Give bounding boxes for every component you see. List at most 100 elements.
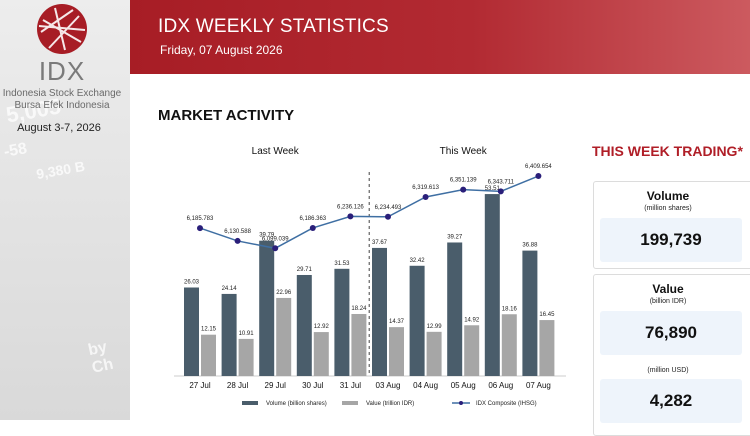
- value-card: Value (billion IDR) 76,890 (million USD)…: [593, 274, 750, 436]
- ihsg-data-label: 6,351.139: [450, 178, 477, 184]
- value-bar: [351, 313, 367, 376]
- ihsg-point: [309, 224, 316, 231]
- x-tick-label: 03 Aug: [376, 381, 401, 390]
- x-tick-label: 28 Jul: [227, 381, 249, 390]
- x-tick-label: 07 Aug: [526, 381, 551, 390]
- volume-data-label: 26.03: [184, 279, 200, 285]
- ihsg-line: [199, 175, 539, 250]
- section-title: MARKET ACTIVITY: [158, 107, 295, 124]
- background-ticker: 9,380 B: [34, 157, 87, 183]
- report-date: Friday, 07 August 2026: [160, 43, 283, 57]
- volume-bar: [221, 293, 237, 376]
- page-title: IDX WEEKLY STATISTICS: [158, 16, 389, 37]
- x-tick-label: 29 Jul: [265, 381, 287, 390]
- ihsg-point: [197, 225, 203, 232]
- value-bar: [313, 332, 329, 376]
- value-bar: [464, 325, 480, 376]
- ihsg-data-label: 6,319.613: [412, 185, 439, 191]
- value-data-label: 18.24: [351, 306, 367, 312]
- volume-data-label: 31.53: [334, 261, 350, 267]
- logo-subtitle-indonesian: Bursa Efek Indonesia: [14, 100, 110, 111]
- value-data-label: 12.92: [314, 324, 330, 330]
- background-ticker: -58: [2, 140, 29, 161]
- logo-subtitle-english: Indonesia Stock Exchange: [2, 88, 122, 99]
- volume-data-label: 29.71: [297, 267, 313, 273]
- x-tick-label: 27 Jul: [189, 381, 211, 390]
- volume-data-label: 37.67: [372, 240, 388, 246]
- value-idr: 76,890: [600, 311, 742, 355]
- volume-data-label: 32.42: [410, 258, 426, 264]
- volume-data-label: 36.88: [522, 243, 538, 249]
- value-data-label: 14.37: [389, 319, 405, 325]
- value-bar: [238, 338, 254, 376]
- sidebar: 5,005 -58 9,380 B by Ch IDX Indonesia St…: [0, 0, 130, 420]
- volume-data-label: 53.51: [485, 186, 501, 192]
- volume-bar: [259, 240, 275, 376]
- ihsg-point: [535, 173, 542, 180]
- ihsg-data-label: 6,236.126: [337, 204, 364, 210]
- ihsg-data-label: 6,185.783: [187, 216, 214, 222]
- x-tick-label: 31 Jul: [340, 381, 362, 390]
- ihsg-data-label: 6,343.711: [488, 179, 515, 185]
- legend-value-label: Value (trillion IDR): [366, 401, 414, 407]
- legend-volume-swatch: [242, 401, 258, 405]
- volume-card: Volume (million shares) 199,739: [593, 181, 750, 269]
- volume-bar: [409, 265, 425, 376]
- legend-value-swatch: [342, 401, 358, 405]
- volume-bar: [296, 274, 312, 376]
- value-bar: [426, 331, 442, 376]
- volume-value: 199,739: [600, 218, 742, 262]
- value-bar: [276, 297, 292, 376]
- ihsg-data-label: 6,186.363: [299, 216, 326, 222]
- ihsg-data-label: 6,099.039: [262, 236, 289, 242]
- value-usd: 4,282: [600, 379, 742, 423]
- value-data-label: 22.96: [276, 290, 292, 296]
- ihsg-point: [272, 245, 279, 252]
- ihsg-point: [385, 213, 391, 220]
- legend-volume-label: Volume (billion shares): [266, 401, 327, 407]
- volume-data-label: 24.14: [222, 286, 238, 292]
- this-week-title: THIS WEEK TRADING*: [592, 143, 743, 159]
- value-data-label: 18.16: [502, 306, 518, 312]
- ihsg-point: [460, 186, 467, 193]
- ihsg-data-label: 6,234.493: [375, 205, 402, 211]
- x-tick-label: 06 Aug: [488, 381, 513, 390]
- logo-text: IDX: [38, 56, 86, 86]
- volume-data-label: 39.79: [259, 233, 275, 239]
- ihsg-point: [497, 188, 504, 195]
- volume-bar: [484, 194, 500, 376]
- volume-label: Volume: [646, 189, 690, 203]
- x-tick-label: 30 Jul: [302, 381, 324, 390]
- ihsg-data-label: 6,409.654: [525, 164, 552, 170]
- ihsg-point: [347, 213, 354, 220]
- value-data-label: 16.45: [539, 312, 555, 318]
- volume-bar: [372, 247, 387, 376]
- legend-ihsg-marker: [459, 401, 463, 405]
- background-ticker: by Ch: [86, 338, 115, 377]
- value-data-label: 14.92: [464, 317, 480, 323]
- date-range: August 3-7, 2026: [17, 122, 101, 134]
- ihsg-point: [234, 237, 241, 244]
- value-usd-unit: (million USD): [647, 367, 689, 374]
- volume-bar: [334, 268, 350, 376]
- value-bar: [389, 327, 404, 376]
- volume-bar: [522, 250, 538, 376]
- value-unit: (billion IDR): [649, 298, 687, 305]
- volume-bar: [184, 287, 199, 376]
- value-bar: [501, 314, 517, 376]
- ihsg-data-label: 6,130.588: [224, 229, 251, 235]
- header-banner: IDX WEEKLY STATISTICS Friday, 07 August …: [130, 0, 750, 74]
- volume-data-label: 39.27: [447, 234, 463, 240]
- x-tick-label: 04 Aug: [413, 381, 438, 390]
- value-bar: [201, 334, 216, 376]
- volume-unit: (million shares): [644, 205, 692, 212]
- group-label-last-week: Last Week: [252, 146, 300, 157]
- value-bar: [539, 320, 555, 376]
- ihsg-point: [422, 193, 429, 200]
- volume-bar: [447, 242, 463, 376]
- value-label: Value: [652, 282, 684, 296]
- value-data-label: 10.91: [239, 331, 255, 337]
- group-label-this-week: This Week: [440, 146, 488, 157]
- value-data-label: 12.15: [201, 327, 217, 333]
- value-data-label: 12.99: [427, 324, 443, 330]
